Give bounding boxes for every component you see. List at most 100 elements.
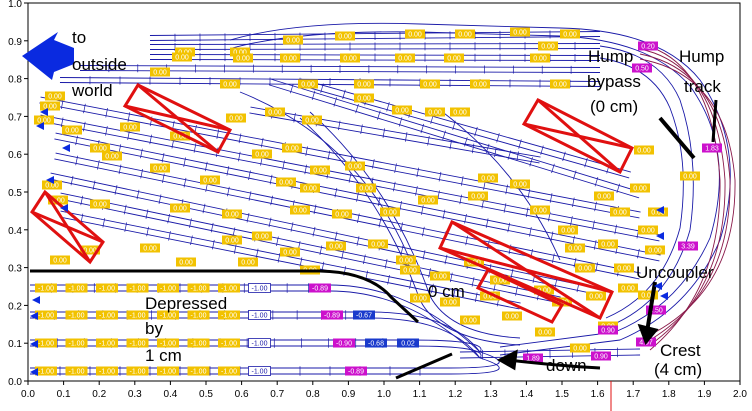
segment-label-bg bbox=[140, 243, 160, 253]
track-tie bbox=[552, 253, 555, 263]
segment-label-text: -1.00 bbox=[99, 313, 115, 320]
segment-label-bg bbox=[340, 53, 360, 63]
segment-label-text: 0.00 bbox=[93, 202, 107, 209]
track-tie bbox=[232, 227, 236, 237]
track-tie bbox=[311, 90, 316, 100]
segment-label-text: 0.00 bbox=[225, 212, 239, 219]
segment-label-text: 0.00 bbox=[683, 174, 697, 181]
track-end-marker bbox=[40, 108, 48, 116]
segment-label-bg bbox=[298, 79, 318, 89]
track-tie bbox=[549, 193, 553, 203]
track-tie bbox=[422, 250, 426, 260]
segment-label-text: 0.00 bbox=[589, 294, 603, 301]
track-tie bbox=[140, 148, 143, 159]
track-tie bbox=[75, 155, 78, 166]
segment-label-text: 0.00 bbox=[597, 194, 611, 201]
track-tie bbox=[529, 227, 532, 237]
track-tie bbox=[167, 213, 171, 224]
black-markings bbox=[30, 99, 718, 380]
track-tie bbox=[551, 163, 555, 174]
track-tie bbox=[319, 245, 323, 256]
segment-label-bg bbox=[248, 366, 271, 376]
track-tie bbox=[444, 254, 448, 265]
track-tie bbox=[118, 164, 122, 175]
track-tie bbox=[246, 212, 250, 223]
segment-label-text: 0.00 bbox=[395, 108, 409, 115]
segment-label-text: -1.00 bbox=[252, 286, 268, 293]
segment-label-bg bbox=[150, 163, 170, 173]
segment-label-text: -1.00 bbox=[160, 341, 176, 348]
segment-label-bg bbox=[35, 366, 57, 376]
segment-label-bg bbox=[220, 79, 240, 89]
segment-label-bg bbox=[598, 239, 618, 249]
segment-label-text: -1.00 bbox=[221, 369, 237, 376]
segment-label-bg bbox=[187, 310, 210, 320]
segment-label-text: 0.00 bbox=[403, 268, 417, 275]
track-end-marker bbox=[32, 296, 40, 304]
segment-label-bg bbox=[455, 29, 475, 39]
segment-label-bg bbox=[645, 245, 665, 255]
segment-label-bg bbox=[226, 113, 246, 123]
segment-label-bg bbox=[252, 149, 272, 159]
segment-label-text: 0.00 bbox=[233, 50, 247, 57]
track-tie bbox=[474, 292, 478, 303]
track-tie bbox=[312, 226, 316, 237]
track-end-marker bbox=[656, 206, 664, 214]
segment-label-text: -1.00 bbox=[130, 369, 146, 376]
segment-label-text: 0.00 bbox=[255, 152, 269, 159]
track-tie bbox=[398, 117, 403, 127]
segment-label-text: 0.00 bbox=[471, 194, 485, 201]
track-tie bbox=[594, 177, 599, 187]
track-tie bbox=[269, 174, 273, 185]
bypass-rail bbox=[599, 45, 694, 326]
track-tie bbox=[616, 183, 620, 194]
segment-label-text: -1.00 bbox=[160, 369, 176, 376]
segment-label-text: -0.89 bbox=[324, 313, 340, 320]
segment-label-text: -0.89 bbox=[312, 286, 328, 293]
segment-label-text: 0.00 bbox=[338, 34, 352, 41]
segment-label-text: -1.00 bbox=[99, 286, 115, 293]
segment-label-text: 1.83 bbox=[705, 146, 719, 153]
track-tie bbox=[356, 192, 359, 202]
x-box-4 bbox=[437, 220, 615, 320]
segment-label-bg bbox=[678, 241, 698, 251]
segment-label-text: 0.00 bbox=[268, 110, 282, 117]
track-tie bbox=[127, 112, 131, 122]
track-tie bbox=[394, 163, 397, 173]
segment-label-text: 0.00 bbox=[533, 208, 547, 215]
segment-label-text: -1.00 bbox=[38, 341, 54, 348]
uncoupler-label: Uncoupler bbox=[636, 263, 714, 282]
segment-label-text: -1.00 bbox=[252, 313, 268, 320]
segment-label-text: 0.00 bbox=[648, 248, 662, 255]
x-tick-label: 0.1 bbox=[57, 389, 71, 400]
segment-label-text: 0.00 bbox=[123, 125, 137, 132]
track-tie bbox=[416, 167, 420, 178]
track-tie bbox=[189, 218, 192, 228]
track-tie bbox=[204, 161, 208, 172]
track-end-marker bbox=[30, 312, 38, 320]
segment-label-bg bbox=[157, 283, 179, 293]
x-tick-label: 0.3 bbox=[128, 389, 142, 400]
segment-label-text: 0.00 bbox=[51, 198, 65, 205]
segment-label-bg bbox=[460, 315, 480, 325]
segment-label-bg bbox=[45, 91, 65, 101]
segment-label-text: 0.00 bbox=[65, 128, 79, 135]
segment-label-bg bbox=[614, 263, 634, 273]
segment-label-bg bbox=[175, 47, 195, 57]
segment-label-text: -1.00 bbox=[191, 313, 207, 320]
segment-label-text: 0.00 bbox=[578, 266, 592, 273]
down-arrow bbox=[507, 358, 601, 370]
segment-labels-layer: -1.00 -1.00 -1.00 -1.00 -1.00 -1.00 -1.00 -1.00… bbox=[34, 27, 722, 376]
track-tie bbox=[481, 198, 485, 209]
segment-label-bg bbox=[634, 145, 654, 155]
down-arrowhead bbox=[496, 349, 518, 371]
segment-label-bg bbox=[126, 366, 149, 376]
segment-label-bg bbox=[420, 79, 440, 89]
y-tick-label: 0.6 bbox=[8, 150, 22, 161]
x-tick-label: 1.9 bbox=[697, 389, 711, 400]
track-tie bbox=[507, 150, 512, 160]
track-tie bbox=[313, 204, 317, 215]
depressed-label-line1: Depressed bbox=[145, 294, 227, 313]
segment-label-text: 0.00 bbox=[383, 210, 397, 217]
segment-label-text: 0.00 bbox=[45, 183, 59, 190]
